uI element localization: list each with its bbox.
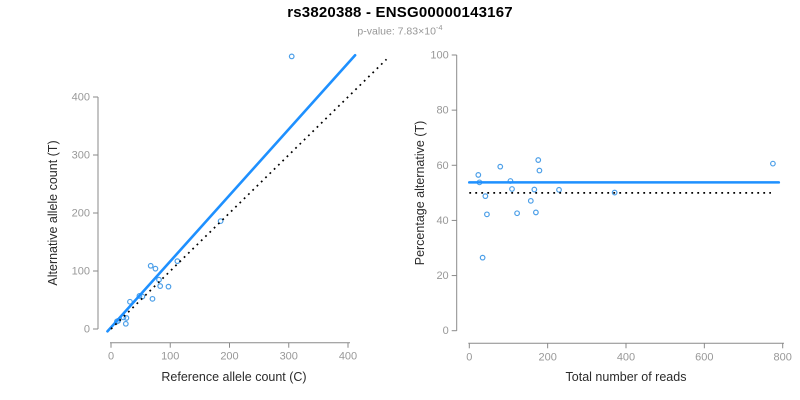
y-tick-label: 60	[436, 160, 448, 172]
y-tick-label: 0	[443, 325, 449, 337]
x-tick-label: 600	[695, 351, 713, 363]
x-tick-label: 0	[466, 351, 472, 363]
data-point	[165, 283, 172, 290]
data-point	[136, 293, 143, 299]
data-point	[288, 53, 295, 60]
y-tick-label: 0	[84, 324, 90, 336]
y-axis-title: Percentage alternative (T)	[413, 121, 427, 266]
x-axis-title: Reference allele count (C)	[161, 370, 306, 384]
data-point	[147, 262, 154, 269]
y-tick-label: 40	[436, 215, 448, 227]
data-point	[174, 258, 181, 265]
data-point	[532, 209, 539, 216]
data-point	[484, 211, 490, 218]
data-point	[509, 186, 515, 192]
x-tick-label: 200	[538, 351, 556, 363]
y-tick-label: 100	[430, 50, 448, 62]
data-point	[556, 186, 562, 193]
y-tick-label: 100	[72, 266, 90, 278]
x-tick-label: 400	[339, 351, 357, 363]
data-point	[497, 163, 504, 170]
y-tick-label: 80	[436, 105, 448, 117]
data-point	[479, 254, 486, 261]
x-tick-label: 400	[617, 351, 635, 363]
plot-allele-counts: 0 100 200 300 400 0 100 200 300 400 Reference alle…	[46, 53, 388, 384]
y-tick-label: 200	[72, 208, 90, 220]
y-tick-label: 300	[72, 150, 90, 162]
data-point	[536, 167, 543, 174]
y-axis-title: Alternative allele count (T)	[46, 140, 60, 285]
data-point	[157, 283, 164, 289]
plot-percentage-vs-reads: 0 200 400 600 800 0 20 40 60 80 100 Total number of…	[413, 50, 792, 385]
data-point	[611, 189, 618, 196]
regression-line	[106, 53, 357, 333]
identity-line	[110, 58, 388, 330]
data-point	[123, 315, 130, 321]
data-point	[149, 295, 156, 302]
data-point	[122, 320, 129, 327]
data-point	[531, 186, 538, 193]
data-point	[152, 265, 159, 272]
data-point	[527, 197, 534, 204]
x-tick-label: 800	[774, 351, 792, 363]
y-tick-label: 400	[72, 92, 90, 104]
x-tick-label: 100	[161, 351, 179, 363]
data-point	[482, 193, 489, 200]
x-tick-label: 200	[220, 351, 238, 363]
x-tick-label: 300	[280, 351, 298, 363]
data-point	[475, 172, 482, 178]
data-point	[770, 160, 776, 167]
data-point	[514, 210, 520, 217]
y-tick-label: 20	[436, 270, 448, 282]
data-point	[535, 157, 542, 163]
x-axis-title: Total number of reads	[566, 370, 687, 384]
data-point	[217, 218, 224, 225]
x-tick-label: 0	[108, 351, 114, 363]
